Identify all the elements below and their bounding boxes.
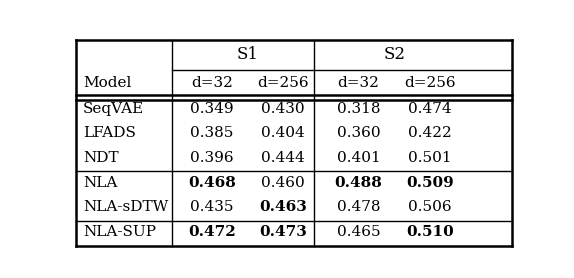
Text: 0.385: 0.385 <box>190 126 234 140</box>
Text: 0.360: 0.360 <box>337 126 381 140</box>
Text: 0.509: 0.509 <box>406 176 453 190</box>
Text: 0.465: 0.465 <box>337 225 381 239</box>
Text: 0.488: 0.488 <box>335 176 383 190</box>
Text: NDT: NDT <box>83 151 118 165</box>
Text: 0.404: 0.404 <box>261 126 305 140</box>
Text: 0.463: 0.463 <box>259 200 307 214</box>
Text: 0.430: 0.430 <box>261 102 305 116</box>
Text: Model: Model <box>83 76 131 90</box>
Text: 0.501: 0.501 <box>408 151 452 165</box>
Text: d=32: d=32 <box>338 76 379 90</box>
Text: LFADS: LFADS <box>83 126 135 140</box>
Text: 0.472: 0.472 <box>188 225 236 239</box>
Text: NLA-sDTW: NLA-sDTW <box>83 200 168 214</box>
Text: 0.473: 0.473 <box>259 225 307 239</box>
Text: S2: S2 <box>383 46 405 63</box>
Text: 0.468: 0.468 <box>188 176 236 190</box>
Text: 0.435: 0.435 <box>190 200 234 214</box>
Text: 0.422: 0.422 <box>408 126 452 140</box>
Text: 0.318: 0.318 <box>337 102 381 116</box>
Text: 0.396: 0.396 <box>190 151 234 165</box>
Text: 0.401: 0.401 <box>337 151 381 165</box>
Text: 0.444: 0.444 <box>261 151 305 165</box>
Text: S1: S1 <box>236 46 258 63</box>
Text: 0.506: 0.506 <box>408 200 452 214</box>
Text: 0.510: 0.510 <box>406 225 453 239</box>
Text: 0.460: 0.460 <box>261 176 305 190</box>
Text: d=32: d=32 <box>191 76 233 90</box>
Text: NLA: NLA <box>83 176 117 190</box>
Text: d=256: d=256 <box>404 76 456 90</box>
Text: SeqVAE: SeqVAE <box>83 102 144 116</box>
Text: d=256: d=256 <box>257 76 309 90</box>
Text: 0.349: 0.349 <box>190 102 234 116</box>
Text: 0.474: 0.474 <box>408 102 452 116</box>
Text: NLA-SUP: NLA-SUP <box>83 225 156 239</box>
Text: 0.478: 0.478 <box>337 200 381 214</box>
